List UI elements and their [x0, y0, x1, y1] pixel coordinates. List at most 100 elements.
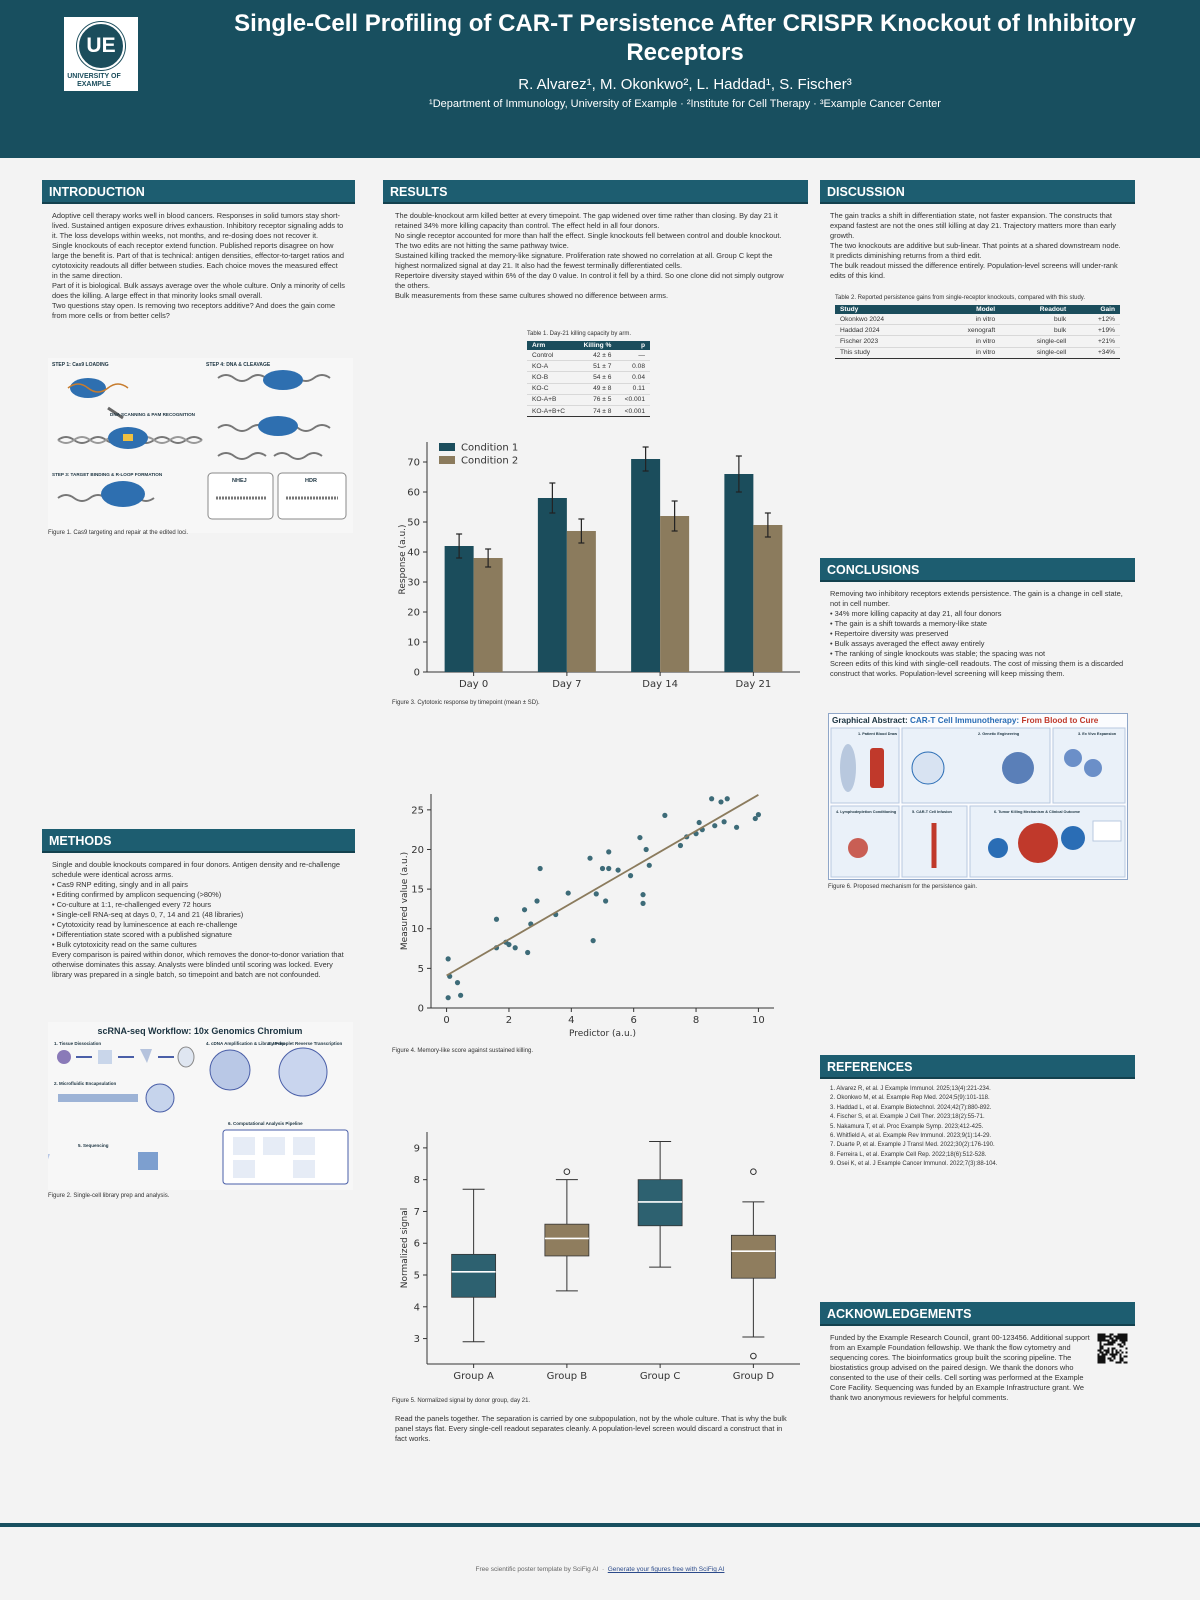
y-tick-label: 15 — [411, 885, 424, 896]
paragraph: Adoptive cell therapy works well in bloo… — [52, 211, 344, 240]
paragraph: The two knockouts are additive but sub-l… — [830, 241, 1121, 260]
table: Arm Killing % p Control 42 ± 6— KO-A 51 ± 7 0.0… — [527, 341, 650, 418]
section-heading: ACKNOWLEDGEMENTS — [820, 1302, 1135, 1326]
qr-cell — [1115, 1335, 1118, 1338]
figure-illustration: Graphical Abstract: CAR-T Cell Immunothe… — [828, 713, 1128, 880]
paragraph: Every comparison is paired within donor,… — [52, 950, 344, 979]
point — [590, 938, 596, 944]
paragraph: Single knockouts of each receptor extend… — [52, 241, 344, 280]
table-cell: xenograft — [932, 324, 1001, 337]
point — [525, 949, 531, 956]
icon — [177, 1046, 195, 1068]
qr-cell — [1103, 1359, 1106, 1362]
qr-cell — [1107, 1349, 1110, 1352]
point — [643, 846, 649, 853]
qr-cell — [1125, 1361, 1128, 1364]
table-caption: Table 2. Reported persistence gains from… — [835, 295, 1086, 301]
table-head: Study Model Readout Gain — [835, 305, 1120, 314]
point — [755, 812, 762, 818]
y-tick-label: 5 — [414, 1271, 420, 1282]
bullet: The gain is a shift towards a memory-lik… — [835, 619, 1126, 629]
table-cell: +21% — [1071, 335, 1120, 348]
section-heading: DISCUSSION — [820, 180, 1135, 204]
qr-cell — [1121, 1333, 1124, 1336]
qr-cell — [1103, 1337, 1106, 1340]
qr-cell — [1115, 1351, 1118, 1354]
table-row: Fischer 2023 in vitro single-cell +21% — [835, 335, 1120, 348]
y-tick-label: 8 — [414, 1175, 420, 1186]
bullet: 34% more killing capacity at day 21, all… — [835, 609, 1126, 619]
point — [537, 865, 543, 872]
y-tick-label: 0 — [414, 668, 420, 679]
x-tick-label: Day 0 — [459, 679, 488, 690]
table-cell: KO-A+B+C — [527, 405, 575, 418]
qr-cell — [1097, 1349, 1100, 1352]
y-axis-label: Response (a.u.) — [398, 524, 408, 594]
table-cell: Fischer 2023 — [835, 335, 933, 348]
x-tick-label: Group C — [640, 1371, 681, 1382]
icon — [293, 1160, 315, 1178]
results-text: The double-knockout arm killed better at… — [395, 211, 795, 301]
affiliations: ¹Department of Immunology, University of… — [429, 98, 941, 110]
qr-cell — [1115, 1361, 1118, 1364]
point — [606, 849, 612, 855]
qr-cell — [1123, 1339, 1126, 1342]
paragraph: 2. Okonkwo M, et al. Example Rep Med. 20… — [830, 1095, 990, 1102]
qr-cell — [1099, 1349, 1102, 1352]
point — [662, 812, 668, 818]
qr-cell — [1109, 1341, 1112, 1344]
point — [512, 945, 518, 951]
figure-illustration: STEP 1: Cas9 LOADING STEP 4: DNA & CLEAV… — [48, 358, 353, 533]
qr-cell — [1113, 1347, 1116, 1350]
y-tick-label: 0 — [418, 1004, 424, 1015]
figure-label: 3. In-droplet Reverse Transcription — [268, 1041, 343, 1046]
paragraph: Two questions stay open. Is removing two… — [52, 301, 336, 320]
poster-title: Single-Cell Profiling of CAR-T Persisten… — [234, 10, 1136, 66]
point — [606, 865, 612, 872]
table-head: Arm Killing % p — [527, 341, 650, 350]
outlier — [750, 1168, 757, 1176]
title-part: Graphical Abstract: — [832, 716, 908, 725]
figure-label: 1. Tissue Dissociation — [54, 1041, 101, 1046]
x-tick-label: Day 14 — [642, 679, 678, 690]
qr-cell — [1119, 1333, 1122, 1336]
table-cell: <0.001 — [616, 394, 650, 406]
logo-mark: UE — [77, 22, 125, 70]
qr-cell — [1119, 1339, 1122, 1342]
qr-cell — [1109, 1359, 1112, 1362]
table-cell: 51 ± 7 — [574, 360, 617, 373]
footer-link[interactable]: Generate your figures free with SciFig A… — [607, 1566, 725, 1573]
qr-cell — [1097, 1361, 1100, 1364]
column-header: Readout — [1000, 305, 1072, 314]
qr-cell — [1097, 1359, 1100, 1362]
qr-cell — [1099, 1345, 1102, 1348]
qr-cell — [1121, 1337, 1124, 1340]
paragraph: 7. Duarte P, et al. Example J Transl Med… — [830, 1142, 995, 1149]
droplet — [209, 1049, 251, 1091]
table-cell: single-cell — [1000, 335, 1072, 348]
qr-cell — [1115, 1353, 1118, 1356]
intro-text: Adoptive cell therapy works well in bloo… — [52, 211, 345, 321]
qr-cell — [1105, 1335, 1108, 1338]
qr-cell — [1099, 1339, 1102, 1342]
bullet: Editing confirmed by amplicon sequencing… — [57, 890, 345, 900]
figure-caption: Figure 2. Single-cell library prep and a… — [48, 1193, 170, 1199]
qr-cell — [1123, 1361, 1126, 1364]
icon — [293, 1137, 315, 1155]
y-tick-label: 9 — [414, 1143, 420, 1154]
qr-cell — [1123, 1341, 1126, 1344]
y-tick-label: 40 — [407, 548, 420, 559]
bar — [753, 525, 783, 672]
table-cell: 76 ± 5 — [574, 394, 617, 406]
point — [534, 898, 540, 904]
qr-cell — [1125, 1355, 1128, 1358]
table-row: KO-B 54 ± 6 0.04 — [527, 371, 650, 384]
y-tick-label: 25 — [411, 805, 424, 816]
paragraph: The double-knockout arm killed better at… — [395, 211, 778, 230]
y-tick-label: 5 — [418, 964, 424, 975]
paragraph: 9. Osei K, et al. J Example Cancer Immun… — [830, 1161, 998, 1168]
y-tick-label: 70 — [407, 458, 420, 469]
x-tick-label: 10 — [752, 1015, 765, 1026]
x-axis-label: Predictor (a.u.) — [569, 1029, 636, 1039]
qr-cell — [1125, 1333, 1128, 1336]
